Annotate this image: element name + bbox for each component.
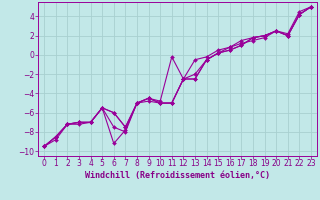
X-axis label: Windchill (Refroidissement éolien,°C): Windchill (Refroidissement éolien,°C) xyxy=(85,171,270,180)
